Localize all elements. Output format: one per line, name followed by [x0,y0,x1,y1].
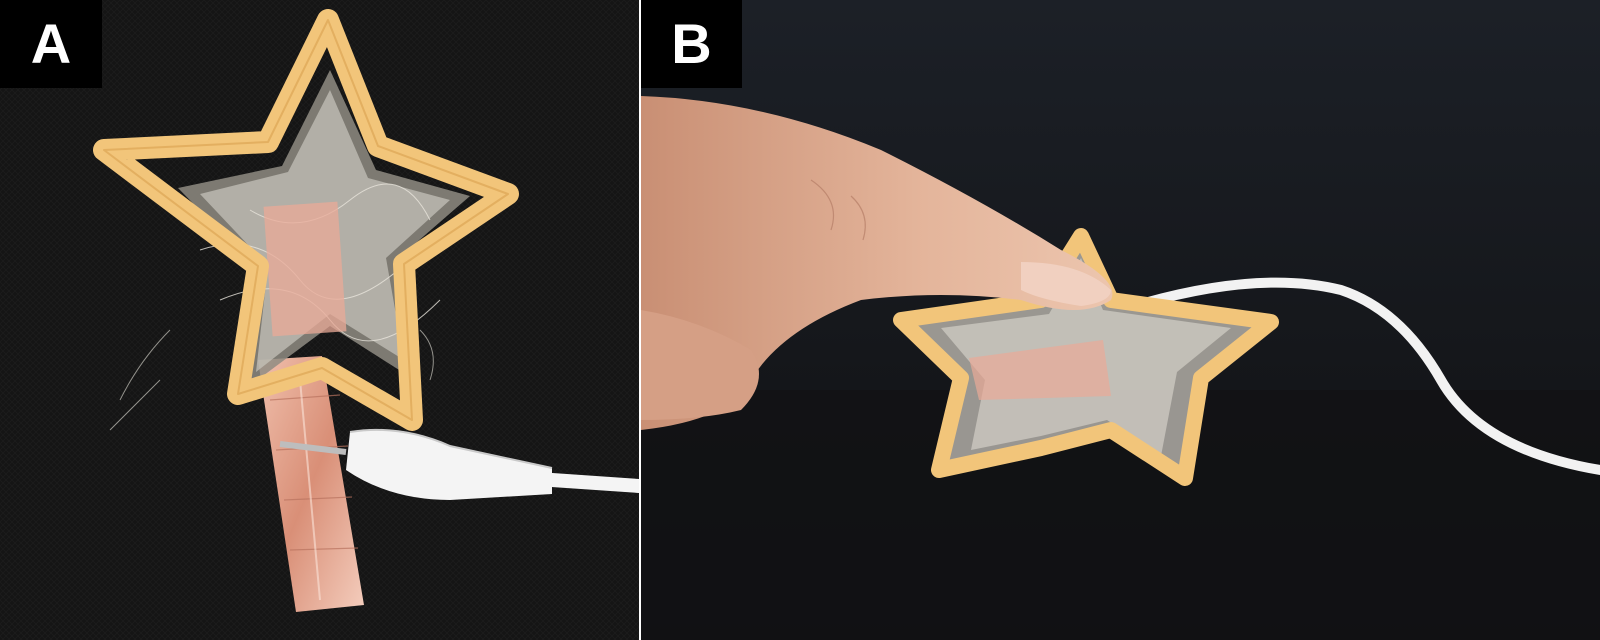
panel-b-photo [641,0,1600,640]
star-frame [93,9,519,431]
panel-divider [639,0,641,640]
white-cable [1136,277,1600,475]
panel-a-label-box: A [0,0,102,88]
panel-b-label-box: B [641,0,742,88]
copper-pad [263,201,347,337]
panel-b: B [641,0,1600,640]
alligator-clip [279,428,639,500]
hand [641,96,1113,430]
star-frame-perspective [893,228,1279,486]
panel-b-label: B [671,12,712,75]
panel-a-label: A [30,12,72,75]
panel-a-photo [0,0,639,640]
panel-a: A [0,0,639,640]
